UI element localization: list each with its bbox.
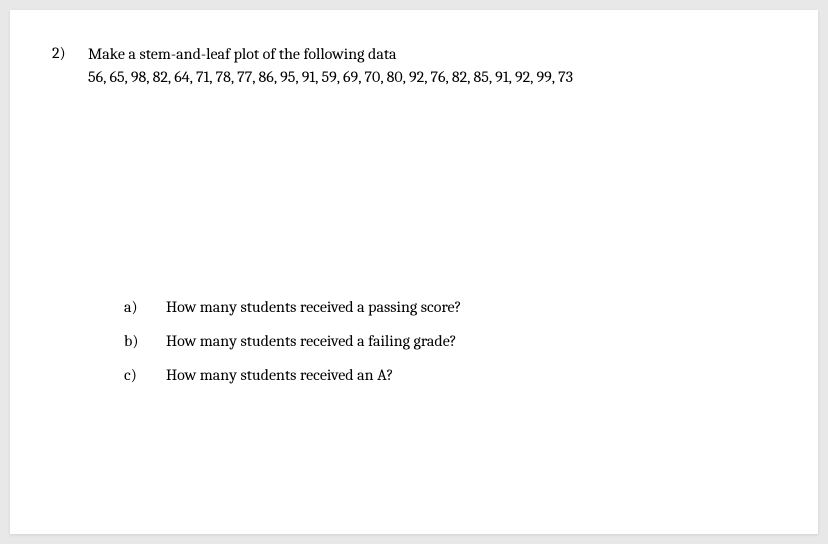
question-number: 2) (52, 44, 74, 400)
subquestion-label: b) (124, 332, 144, 350)
question-block: 2) Make a stem-and-leaf plot of the foll… (52, 44, 776, 400)
subquestion-item: b) How many students received a failing … (124, 332, 776, 350)
subquestion-text: How many students received an A? (166, 366, 393, 384)
subquestion-label: a) (124, 298, 144, 316)
subquestion-text: How many students received a failing gra… (166, 332, 457, 350)
document-page: 2) Make a stem-and-leaf plot of the foll… (10, 10, 818, 534)
subquestion-text: How many students received a passing sco… (166, 298, 461, 316)
subquestion-list: a) How many students received a passing … (124, 298, 776, 384)
question-data: 56, 65, 98, 82, 64, 71, 78, 77, 86, 95, … (88, 67, 776, 89)
question-prompt: Make a stem-and-leaf plot of the followi… (88, 44, 776, 66)
question-content: Make a stem-and-leaf plot of the followi… (88, 44, 776, 400)
subquestion-label: c) (124, 366, 144, 384)
subquestion-item: a) How many students received a passing … (124, 298, 776, 316)
subquestion-item: c) How many students received an A? (124, 366, 776, 384)
